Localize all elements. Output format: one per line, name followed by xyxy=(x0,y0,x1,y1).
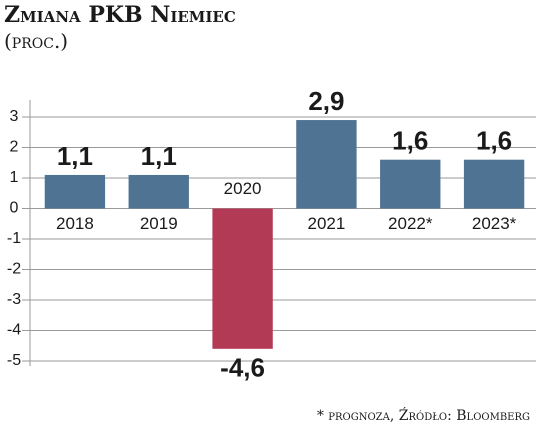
bar xyxy=(44,174,106,209)
footnote: * prognoza, Źródło: Bloomberg xyxy=(317,406,530,424)
value-label: 1,6 xyxy=(392,126,428,156)
value-label: -4,6 xyxy=(220,353,265,383)
x-tick-label: 2023* xyxy=(472,214,517,233)
x-tick-label: 2020 xyxy=(224,179,262,198)
chart-title: Zmiana PKB Niemiec xyxy=(4,2,236,28)
bar xyxy=(296,120,357,209)
y-tick-label: 1 xyxy=(10,169,19,186)
bar xyxy=(128,174,189,209)
x-tick-label: 2018 xyxy=(56,214,94,233)
chart-subtitle: (proc.) xyxy=(4,29,68,53)
value-label: 2,9 xyxy=(308,86,344,116)
bar xyxy=(380,159,441,209)
value-label: 1,1 xyxy=(57,141,93,171)
y-tick-label: 2 xyxy=(10,139,19,156)
value-label: 1,1 xyxy=(141,141,177,171)
y-tick-label: 3 xyxy=(10,108,19,125)
bar xyxy=(212,208,273,349)
y-tick-label: -1 xyxy=(7,230,21,247)
y-tick-label: -4 xyxy=(7,322,21,339)
x-tick-label: 2022* xyxy=(388,214,433,233)
bar xyxy=(463,159,525,209)
x-tick-label: 2021 xyxy=(308,214,346,233)
x-tick-label: 2019 xyxy=(140,214,178,233)
y-tick-label: 0 xyxy=(10,200,19,217)
y-tick-label: -2 xyxy=(7,261,21,278)
value-label: 1,6 xyxy=(476,126,512,156)
y-tick-label: -5 xyxy=(7,352,21,369)
y-tick-label: -3 xyxy=(7,291,21,308)
